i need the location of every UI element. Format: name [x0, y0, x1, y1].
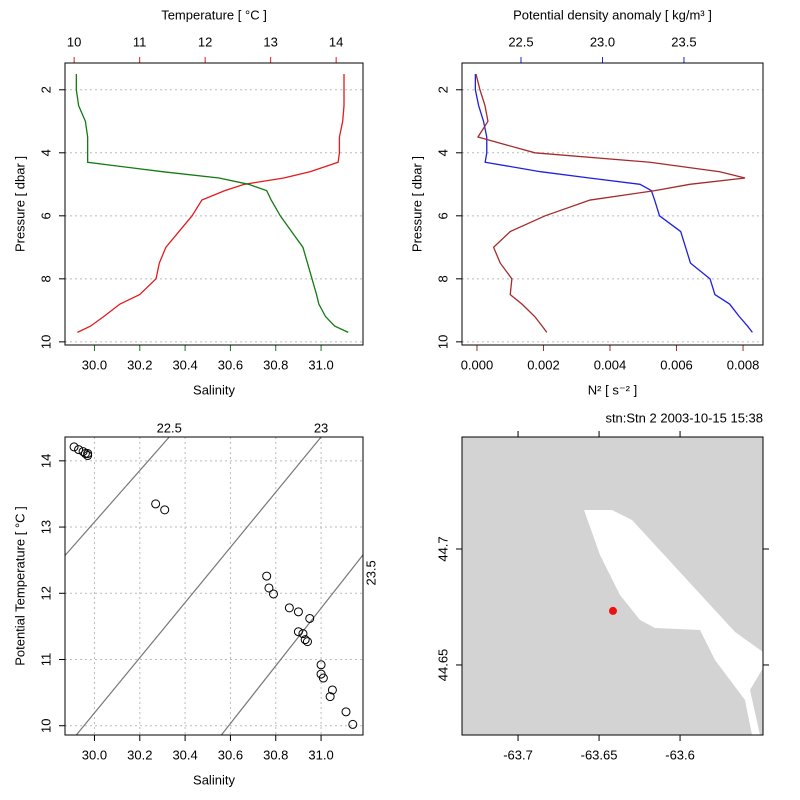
point: [305, 613, 315, 623]
x-tick-label: 30.6: [218, 747, 243, 762]
point: [264, 583, 274, 593]
plot-frame: [64, 62, 364, 346]
point: [298, 629, 308, 639]
y-tick-label: 4: [38, 149, 53, 156]
isopycnal-label: 23.5: [363, 560, 378, 585]
point: [160, 505, 170, 515]
point: [302, 637, 312, 647]
x-tick-label: -63.65: [581, 747, 618, 762]
profile-line: [474, 74, 753, 333]
point: [341, 707, 351, 717]
y-tick-label: 10: [38, 335, 53, 349]
point: [318, 673, 328, 683]
x-tick-label: -63.6: [665, 747, 695, 762]
x-tick-label: 23.0: [590, 34, 615, 49]
plot-frame: [64, 436, 364, 736]
x-tick-label: 0.000: [461, 357, 494, 372]
x-tick-label: 30.4: [172, 747, 197, 762]
y-tick-label: 12: [38, 586, 53, 600]
x-tick-label: 30.0: [82, 357, 107, 372]
point: [293, 627, 303, 637]
x-tick-label: 14: [329, 34, 343, 49]
axis-label: Salinity: [193, 382, 235, 397]
y-tick-label: 2: [38, 86, 53, 93]
point: [262, 571, 272, 581]
water: [584, 510, 763, 735]
x-axis-label: Salinity: [193, 772, 235, 787]
y-tick-label: 2: [435, 86, 450, 93]
y-tick-label: 44.7: [435, 536, 450, 561]
axis-label: Temperature [ °C ]: [161, 7, 267, 22]
y-tick-label: 11: [38, 653, 53, 667]
point: [268, 589, 278, 599]
point: [74, 445, 84, 455]
y-tick-label: 10: [38, 718, 53, 732]
x-tick-label: 30.2: [127, 357, 152, 372]
x-tick-label: -63.7: [503, 747, 533, 762]
point: [83, 449, 93, 459]
point: [151, 499, 161, 509]
point: [284, 603, 294, 613]
y-tick-label: 8: [38, 275, 53, 282]
x-tick-label: 0.002: [527, 357, 560, 372]
point: [327, 685, 337, 695]
x-tick-label: 22.5: [508, 34, 533, 49]
x-tick-label: 0.008: [727, 357, 760, 372]
isopycnal: [220, 554, 364, 736]
x-tick-label: 30.6: [218, 357, 243, 372]
point: [69, 442, 79, 452]
x-tick-label: 0.004: [594, 357, 627, 372]
point: [316, 660, 326, 670]
y-axis-label: Pressure [ dbar ]: [409, 156, 424, 252]
plot-frame: [461, 62, 764, 346]
x-tick-label: 30.2: [127, 747, 152, 762]
point: [325, 692, 335, 702]
x-tick-label: 31.0: [308, 747, 333, 762]
x-tick-label: 31.0: [308, 357, 333, 372]
y-tick-label: 4: [435, 149, 450, 156]
point: [293, 607, 303, 617]
x-tick-label: 30.4: [172, 357, 197, 372]
y-tick-label: 13: [38, 520, 53, 534]
y-tick-label: 6: [38, 212, 53, 219]
x-tick-label: 11: [133, 34, 147, 49]
x-tick-label: 0.006: [660, 357, 693, 372]
x-tick-label: 30.8: [263, 357, 288, 372]
y-tick-label: 6: [435, 212, 450, 219]
profile-line: [77, 74, 345, 333]
y-tick-label: 10: [435, 335, 450, 349]
station: [608, 606, 617, 615]
isopycnal: [75, 436, 322, 736]
x-tick-label: 30.8: [263, 747, 288, 762]
point: [80, 449, 90, 459]
map-title: stn:Stn 2 2003-10-15 15:38: [605, 410, 763, 425]
x-tick-label: 13: [263, 34, 277, 49]
x-tick-label: 10: [67, 34, 81, 49]
y-axis-label: Potential Temperature [ °C ]: [12, 506, 27, 666]
land: [462, 437, 763, 735]
isopycnal-label: 22.5: [157, 420, 182, 435]
x-tick-label: 12: [198, 34, 212, 49]
x-tick-label: 30.0: [82, 747, 107, 762]
y-tick-label: 14: [38, 454, 53, 468]
y-tick-label: 8: [435, 275, 450, 282]
profile-line: [475, 73, 746, 333]
point: [348, 719, 358, 729]
x-tick-label: 23.5: [671, 34, 696, 49]
y-axis-label: Pressure [ dbar ]: [12, 156, 27, 252]
profile-line: [75, 74, 349, 333]
axis-label: N² [ s⁻² ]: [588, 382, 637, 397]
point: [300, 635, 310, 645]
y-tick-label: 44.65: [435, 649, 450, 682]
axis-label: Potential density anomaly [ kg/m³ ]: [513, 7, 712, 22]
isopycnal: [64, 436, 170, 556]
isopycnal-label: 23: [314, 420, 328, 435]
plot-frame: [461, 436, 764, 736]
